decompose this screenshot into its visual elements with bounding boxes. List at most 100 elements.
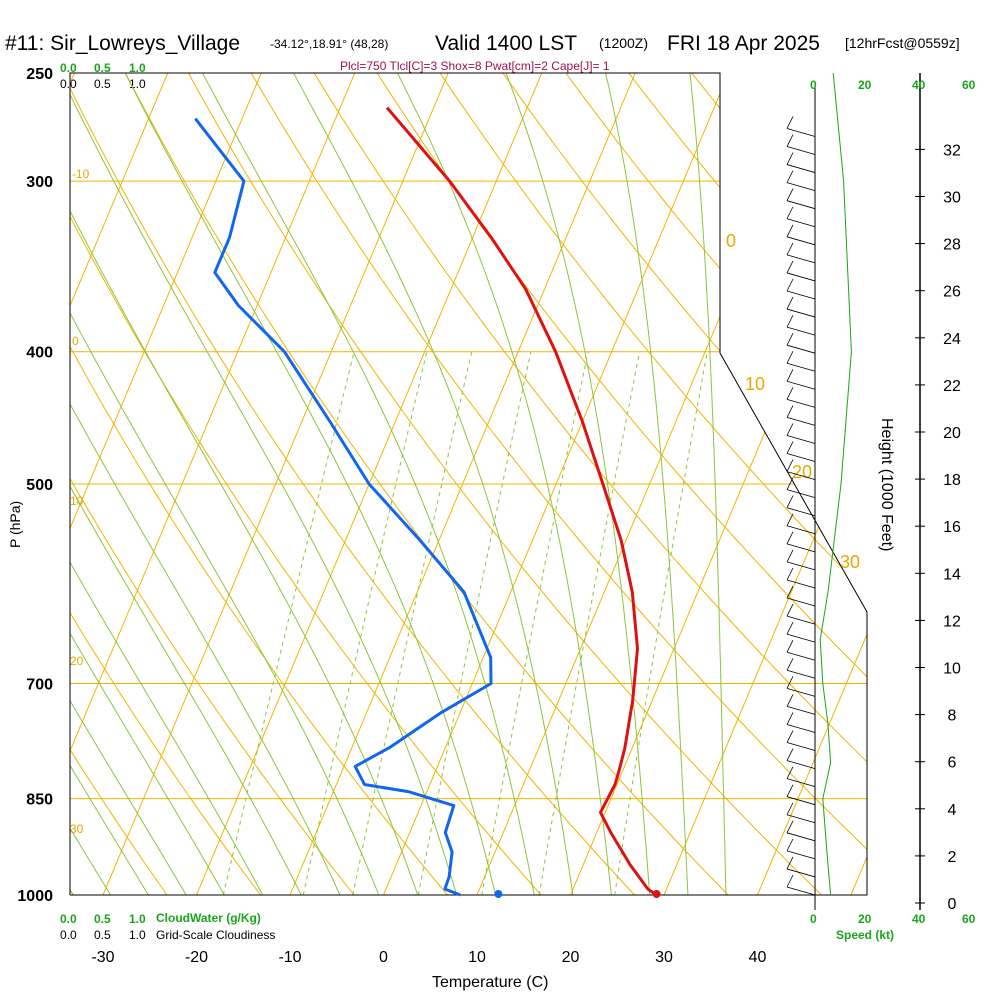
moist-adiabat-label: 20 [792, 462, 812, 482]
svg-text:Grid-Scale Cloudiness: Grid-Scale Cloudiness [156, 928, 275, 942]
mixing-ratio-line [352, 351, 473, 895]
y2-axis-label: Height (1000 Feet) [878, 418, 895, 551]
dry-adiabat-line [361, 73, 867, 895]
svg-text:1.0: 1.0 [129, 912, 146, 926]
svg-text:0.0: 0.0 [60, 928, 77, 942]
dry-adiabat-line [299, 73, 867, 895]
wind-barb [786, 814, 816, 824]
surface-temperature-dot [652, 890, 661, 898]
moist-adiabat-line [124, 73, 503, 895]
pressure-tick-label: 300 [26, 174, 53, 191]
wind-barb [786, 706, 816, 715]
temperature-profile [385, 106, 658, 897]
pressure-tick-label: 500 [26, 477, 53, 494]
dry-adiabat-label: 30 [70, 822, 84, 836]
pressure-tick-label: 700 [26, 677, 53, 694]
wind-barb-flag [786, 603, 794, 617]
wind-barb [786, 128, 816, 137]
moist-adiabat-line [70, 73, 279, 895]
wind-barb [786, 182, 816, 192]
wind-barb [786, 272, 816, 282]
height-tick-label: 28 [943, 237, 961, 254]
wind-barb [786, 362, 816, 372]
wind-barb-flag [786, 676, 794, 689]
wind-barb-flag [786, 495, 794, 508]
height-tick-label: 10 [943, 661, 961, 678]
valid-time: Valid 1400 LST [435, 32, 577, 55]
x-tick-label: 20 [562, 949, 580, 966]
dry-adiabat-line [70, 73, 663, 895]
wind-barb [786, 398, 816, 408]
moist-adiabat-line [293, 73, 578, 895]
x-axis-label: Temperature (C) [432, 974, 548, 991]
svg-text:60: 60 [962, 78, 976, 92]
dry-adiabat-line [70, 73, 473, 895]
height-tick-label: 16 [943, 519, 961, 536]
svg-text:1.0: 1.0 [129, 928, 146, 942]
isotherm-line [102, 73, 449, 895]
x-tick-label: 40 [749, 949, 767, 966]
wind-speed-curve [819, 72, 852, 896]
x-tick-label: -30 [91, 949, 114, 966]
svg-text:0: 0 [810, 912, 817, 926]
svg-text:1.0: 1.0 [129, 61, 146, 75]
wind-barb-flag [786, 640, 794, 653]
wind-barb-flag [786, 441, 794, 454]
surface-dewpoint-dot [494, 890, 503, 898]
moist-adiabat-line [70, 73, 354, 895]
wind-barb [786, 290, 816, 300]
height-tick-label: 14 [943, 566, 961, 583]
pressure-tick-label: 400 [26, 345, 53, 362]
svg-text:40: 40 [912, 912, 926, 926]
dry-adiabat-label: 0 [72, 334, 79, 348]
wind-barb-flag [786, 477, 794, 490]
svg-text:20: 20 [858, 912, 872, 926]
wind-barb-flag [786, 658, 794, 671]
plot-frame [69, 72, 868, 896]
wind-barb [786, 236, 816, 246]
wind-barb-flag [786, 314, 794, 328]
height-tick-label: 20 [943, 425, 961, 442]
moist-adiabat-line [70, 73, 428, 895]
moist-adiabat-line [70, 73, 391, 895]
wind-barb [786, 489, 816, 499]
mixing-ratio-label: 3 [366, 902, 373, 916]
wind-barb [786, 417, 816, 426]
mixing-ratio-line [222, 351, 355, 895]
wind-barb [786, 832, 816, 842]
dry-adiabat-line [70, 73, 283, 895]
dry-adiabat-line [174, 73, 852, 895]
wind-barb-flag [786, 874, 794, 888]
wind-barb-flag [786, 423, 794, 436]
pressure-tick-label: 850 [26, 792, 53, 809]
wind-barb [786, 597, 816, 607]
isotherm-line [70, 73, 169, 895]
wind-barb [786, 254, 816, 264]
wind-barb-flag [786, 621, 794, 635]
height-tick-label: 6 [948, 755, 957, 772]
wind-barb-flag [786, 567, 794, 581]
mixing-ratio-label: 2 [316, 902, 323, 916]
moist-adiabat-line [70, 73, 167, 895]
dry-adiabat-line [610, 73, 867, 895]
mixing-ratio-label: 8 [494, 902, 501, 916]
wind-barb-flag [786, 405, 794, 418]
wind-barb [786, 687, 816, 697]
wind-barb [786, 218, 816, 228]
moist-adiabat-label: 0 [726, 231, 736, 251]
wind-barb [786, 615, 816, 625]
forecast-tag: [12hrFcst@0559z] [845, 35, 960, 51]
height-tick-label: 8 [948, 708, 957, 725]
wind-barb [786, 543, 816, 553]
mixing-ratio-line [614, 351, 708, 895]
mixing-ratio-label: 20 [625, 902, 639, 916]
wind-barb-flag [786, 513, 794, 526]
wind-barb [786, 453, 816, 462]
wind-barb [786, 633, 816, 643]
wind-barb-flag [786, 856, 794, 870]
valid-date: FRI 18 Apr 2025 [667, 32, 820, 55]
moist-adiabat-label: 30 [840, 552, 860, 572]
moist-adiabat-line [70, 73, 466, 895]
dry-adiabat-line [547, 73, 867, 895]
dewpoint-profile [194, 117, 493, 897]
